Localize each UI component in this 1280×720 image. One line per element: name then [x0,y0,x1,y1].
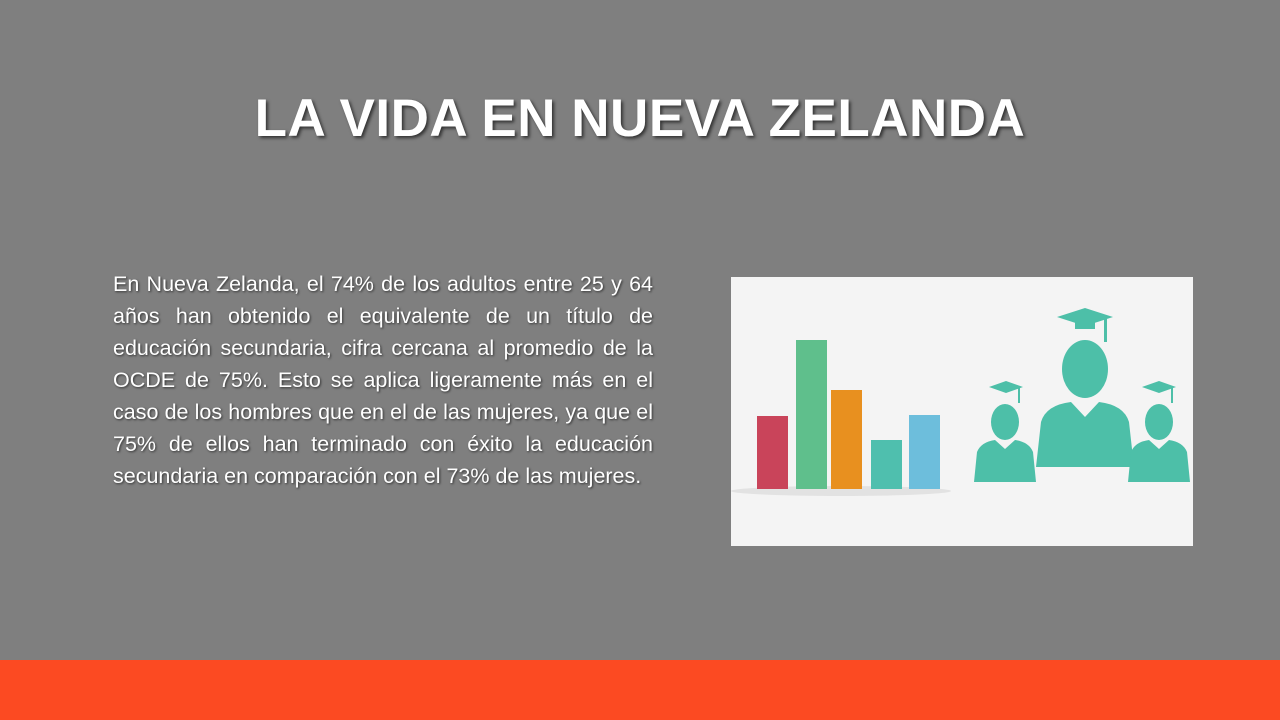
footer-bar [0,660,1280,720]
deco-bar [831,390,862,489]
body-paragraph: En Nueva Zelanda, el 74% de los adultos … [113,272,653,488]
slide-title: LA VIDA EN NUEVA ZELANDA [254,89,1026,148]
graduates-icon [974,308,1190,482]
deco-bar [909,415,940,489]
deco-bar [871,440,902,489]
deco-bar [796,340,827,489]
deco-bar [757,416,788,489]
illustration [731,277,1193,546]
